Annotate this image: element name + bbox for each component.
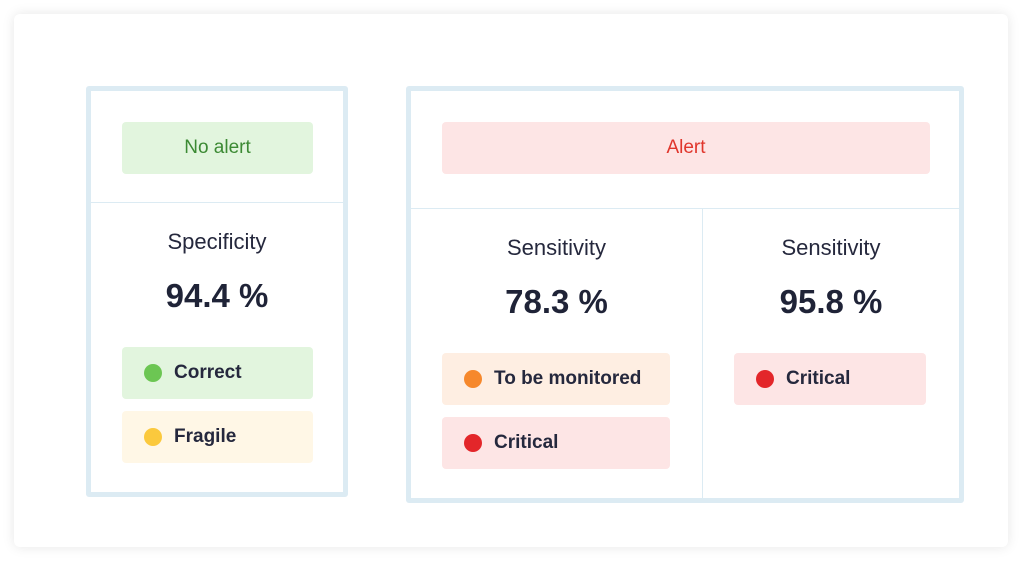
- red-dot-icon: [464, 434, 482, 452]
- chip-critical: Critical: [442, 417, 670, 469]
- specificity-value: 94.4 %: [165, 277, 269, 314]
- sensitivity-column-1: Sensitivity 78.3 % To be monitored Criti…: [411, 209, 702, 498]
- chip-label: To be monitored: [494, 368, 642, 389]
- yellow-dot-icon: [144, 428, 162, 446]
- sensitivity-value: 95.8 %: [779, 283, 883, 320]
- sensitivity-column-2: Sensitivity 95.8 % Critical: [703, 209, 959, 498]
- chip-critical: Critical: [734, 353, 926, 405]
- alert-panel: Alert Sensitivity 78.3 % To be monitored…: [406, 86, 964, 503]
- chip-label: Fragile: [174, 426, 237, 447]
- alert-panel-header: Alert: [411, 91, 959, 209]
- sensitivity-value: 78.3 %: [505, 283, 608, 320]
- red-dot-icon: [756, 370, 774, 388]
- green-dot-icon: [144, 364, 162, 382]
- chip-correct: Correct: [122, 347, 313, 399]
- no-alert-panel-header: No alert: [91, 91, 343, 203]
- specificity-label: Specificity: [167, 229, 267, 254]
- chip-label: Correct: [174, 362, 242, 383]
- column-divider: [702, 209, 703, 498]
- no-alert-panel: No alert Specificity 94.4 % Correct Frag…: [86, 86, 348, 497]
- sensitivity-label: Sensitivity: [506, 235, 607, 260]
- alert-badge: Alert: [442, 122, 930, 174]
- chip-to-be-monitored: To be monitored: [442, 353, 670, 405]
- results-card: No alert Specificity 94.4 % Correct Frag…: [14, 14, 1008, 547]
- no-alert-badge: No alert: [122, 122, 313, 174]
- specificity-column: Specificity 94.4 % Correct Fragile: [91, 203, 343, 492]
- chip-label: Critical: [786, 368, 851, 389]
- chip-label: Critical: [494, 432, 559, 453]
- sensitivity-label: Sensitivity: [781, 235, 881, 260]
- orange-dot-icon: [464, 370, 482, 388]
- chip-fragile: Fragile: [122, 411, 313, 463]
